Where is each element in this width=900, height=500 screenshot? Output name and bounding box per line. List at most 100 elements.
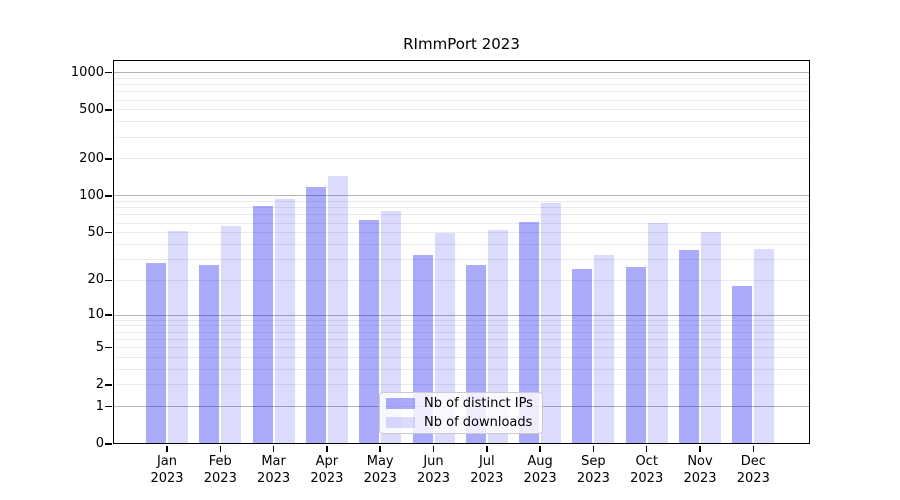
x-tick-month: Jun — [423, 454, 444, 469]
bar-downloads-dec — [754, 248, 775, 444]
x-tick-month: Apr — [315, 454, 339, 469]
x-tick-year: 2023 — [630, 471, 664, 486]
x-tick-month: May — [366, 454, 394, 469]
x-tick-month: Feb — [208, 454, 232, 469]
legend-swatch — [386, 417, 415, 428]
legend: Nb of distinct IPs Nb of downloads — [379, 392, 543, 434]
bar-downloads-apr — [327, 176, 348, 444]
bar-ips-jan — [146, 263, 166, 444]
gridline-minor — [113, 325, 810, 327]
x-tick-month: Jul — [478, 454, 495, 469]
plot-area: 0 1 2 5 10 20 50 100 200 500 1000 Jan 2023 Feb 2023 Mar… — [71, 60, 810, 486]
gridline-minor — [113, 214, 810, 216]
legend-item: Nb of distinct IPs — [386, 396, 536, 412]
gridline-minor — [113, 258, 810, 260]
bar-downloads-mar — [274, 199, 295, 444]
x-tick-year: 2023 — [523, 471, 557, 486]
y-tick-label: 20 — [87, 272, 104, 288]
gridline-minor — [113, 91, 810, 93]
x-tick — [219, 445, 222, 452]
x-tick-year: 2023 — [257, 471, 291, 486]
y-tick — [105, 158, 112, 160]
x-tick-month: Jan — [156, 454, 178, 469]
bar-ips-aug — [519, 222, 540, 444]
x-tick-year: 2023 — [310, 471, 344, 486]
gridline-major — [113, 195, 810, 197]
x-tick — [272, 445, 275, 452]
bar-ips-mar — [252, 205, 273, 444]
bar-downloads-feb — [221, 225, 242, 444]
gridline-minor — [113, 121, 810, 123]
y-tick-label: 1 — [95, 398, 104, 414]
x-tick-label: Mar 2023 — [239, 453, 309, 487]
x-tick-label: May 2023 — [345, 453, 415, 487]
x-tick-month: Oct — [635, 454, 658, 469]
x-tick — [166, 445, 168, 452]
x-tick-year: 2023 — [363, 471, 397, 486]
legend-item: Nb of downloads — [386, 415, 536, 431]
x-tick-month: Sep — [581, 454, 606, 469]
y-tick-label: 200 — [79, 150, 104, 166]
y-tick-label: 50 — [87, 224, 104, 240]
bar-ips-apr — [305, 187, 326, 444]
x-tick-label: Feb 2023 — [185, 453, 255, 487]
y-tick-label: 1000 — [70, 64, 104, 80]
y-tick-label: 0 — [95, 436, 104, 451]
x-tick — [432, 445, 435, 452]
gridline-minor — [113, 331, 810, 333]
x-tick — [592, 445, 595, 452]
x-tick-month: Dec — [740, 454, 766, 469]
gridline-minor — [113, 99, 810, 101]
bar-ips-feb — [199, 264, 220, 444]
y-tick — [105, 71, 112, 74]
x-tick-label: Dec 2023 — [718, 453, 788, 487]
x-tick-month: Mar — [261, 454, 286, 469]
x-tick-year: 2023 — [576, 471, 610, 486]
y-tick-label: 100 — [79, 187, 104, 203]
gridline-minor — [113, 84, 810, 86]
bar-ips-nov — [679, 249, 699, 444]
chart-title: RImmPort 2023 — [403, 35, 520, 53]
bar-downloads-oct — [647, 223, 668, 444]
bar-ips-sep — [572, 268, 593, 444]
x-tick-label: Jan 2023 — [132, 453, 202, 487]
gridline-major — [113, 72, 810, 74]
x-tick-label: Aug 2023 — [505, 453, 575, 487]
x-tick — [699, 445, 701, 452]
y-tick — [105, 231, 112, 234]
y-tick-label: 10 — [87, 307, 104, 323]
bar-downloads-sep — [594, 254, 615, 444]
y-tick — [105, 405, 112, 408]
bar-ips-dec — [732, 285, 753, 444]
y-tick — [105, 346, 112, 349]
y-tick-label: 5 — [95, 339, 104, 355]
x-tick — [379, 445, 381, 452]
x-tick-year: 2023 — [150, 471, 184, 486]
gridline-minor — [113, 222, 810, 224]
bar-downloads-nov — [701, 231, 721, 444]
x-tick — [326, 445, 328, 452]
gridline-minor — [113, 319, 810, 321]
legend-label: Nb of downloads — [424, 414, 533, 430]
gridline-minor — [113, 232, 810, 234]
bar-ips-may — [359, 219, 380, 444]
x-tick-month: Nov — [687, 454, 713, 469]
gridline-minor — [113, 201, 810, 203]
gridline-minor — [113, 136, 810, 138]
x-tick-year: 2023 — [683, 471, 717, 486]
gridline-minor — [113, 109, 810, 111]
gridline-minor — [113, 347, 810, 349]
x-tick-year: 2023 — [203, 471, 237, 486]
x-tick-year: 2023 — [416, 471, 451, 486]
x-tick-label: Nov 2023 — [665, 453, 735, 487]
gridline-minor — [113, 243, 810, 245]
x-tick — [539, 445, 541, 452]
bar-downloads-jul — [487, 229, 508, 444]
gridline-minor — [113, 207, 810, 209]
gridline-minor — [113, 368, 810, 370]
bar-downloads-aug — [541, 202, 562, 444]
y-tick-label: 2 — [95, 376, 104, 392]
x-tick-label: Jul 2023 — [452, 453, 522, 487]
x-tick-label: Sep 2023 — [558, 453, 628, 487]
